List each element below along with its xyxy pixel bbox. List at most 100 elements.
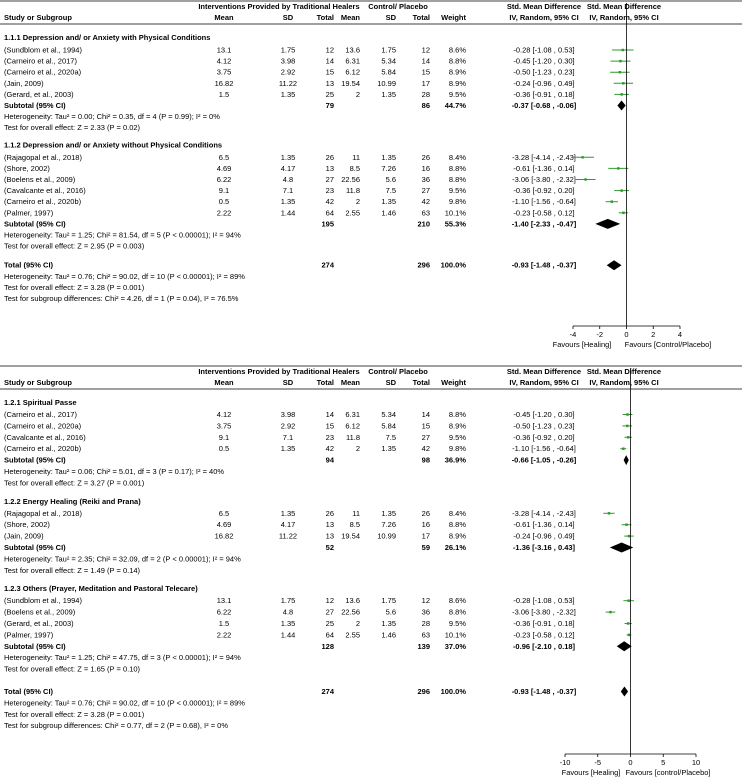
study-total-1: 12 <box>326 596 334 605</box>
study-sd-1: 7.1 <box>283 433 293 442</box>
study-mean-2: 11 <box>352 509 360 518</box>
study-effect-ci: -0.36 [-0.92 , 0.20] <box>513 186 574 195</box>
subtotal-n-1: 52 <box>326 543 334 552</box>
study-weight: 8.4% <box>449 509 466 518</box>
study-sd-2: 1.35 <box>381 197 396 206</box>
study-mean-2: 11 <box>352 153 360 162</box>
study-effect-ci: -0.23 [-0.58 , 0.12] <box>513 630 574 639</box>
study-sd-1: 1.35 <box>281 153 296 162</box>
study-sd-2: 10.99 <box>377 532 396 541</box>
study-sd-2: 5.84 <box>381 421 396 430</box>
study-mean-2: 8.5 <box>350 520 360 529</box>
subtotal-diamond <box>617 100 626 111</box>
study-weight: 8.9% <box>449 79 466 88</box>
study-name: (Cavalcante et al., 2016) <box>4 433 86 442</box>
study-mean-1: 6.22 <box>217 608 232 617</box>
subgroup-heterogeneity: Heterogeneity: Tau² = 0.00; Chi² = 0.35,… <box>4 112 220 121</box>
study-total-2: 26 <box>422 509 430 518</box>
plot-col-header: Std. Mean Difference <box>587 2 661 11</box>
study-mean-2: 22.56 <box>341 175 360 184</box>
study-weight: 8.8% <box>449 520 466 529</box>
total-weight: 100.0% <box>441 687 467 696</box>
footer-stat: Test for overall effect: Z = 3.28 (P = 0… <box>4 283 145 292</box>
study-sd-2: 7.5 <box>386 433 396 442</box>
subtotal-diamond <box>623 455 629 466</box>
x-tick-label: -2 <box>596 330 603 339</box>
study-weight: 10.1% <box>445 630 467 639</box>
study-point-estimate <box>620 93 623 96</box>
favours-right-label: Favours [control/Placebo] <box>625 768 710 777</box>
subtotal-label: Subtotal (95% CI) <box>4 642 66 651</box>
subtotal-weight: 44.7% <box>445 101 467 110</box>
study-total-1: 15 <box>326 68 334 77</box>
study-total-2: 28 <box>422 619 430 628</box>
study-mean-2: 6.31 <box>345 410 360 419</box>
study-effect-ci: -1.10 [-1.56 , -0.64] <box>512 197 576 206</box>
favours-left-label: Favours [Healing] <box>553 340 612 349</box>
weight-col-header: Weight <box>441 378 466 387</box>
study-total-2: 14 <box>422 57 430 66</box>
subtotal-label: Subtotal (95% CI) <box>4 219 66 228</box>
weight-col-header: Weight <box>441 13 466 22</box>
subtotal-effect-ci: -1.40 [-2.33 , -0.47] <box>512 219 577 228</box>
study-point-estimate <box>626 413 629 416</box>
x-tick-label: 10 <box>692 758 700 767</box>
study-total-1: 13 <box>326 520 334 529</box>
study-name: (Rajagopal et al., 2018) <box>4 153 82 162</box>
study-total-1: 15 <box>326 421 334 430</box>
study-total-1: 27 <box>326 608 334 617</box>
x-tick-label: 0 <box>624 330 628 339</box>
study-sd-1: 3.98 <box>281 57 296 66</box>
study-effect-ci: -0.50 [-1.23 , 0.23] <box>513 68 574 77</box>
study-total-2: 27 <box>422 186 430 195</box>
study-weight: 8.6% <box>449 596 466 605</box>
study-sd-2: 5.6 <box>386 608 396 617</box>
study-weight: 9.8% <box>449 197 466 206</box>
mean1-col-header: Mean <box>214 378 234 387</box>
study-name: (Cavalcante et al., 2016) <box>4 186 86 195</box>
study-sd-2: 7.26 <box>381 520 396 529</box>
study-total-2: 12 <box>422 596 430 605</box>
subtotal-weight: 36.9% <box>445 456 467 465</box>
subtotal-effect-ci: -0.66 [-1.05 , -0.26] <box>512 456 577 465</box>
study-sd-2: 1.46 <box>381 208 396 217</box>
effect-col-header: Std. Mean Difference <box>507 2 581 11</box>
study-total-2: 14 <box>422 410 430 419</box>
sd2-col-header: SD <box>386 378 397 387</box>
study-name: (Boelens et al., 2009) <box>4 608 76 617</box>
study-sd-1: 7.1 <box>283 186 293 195</box>
subtotal-weight: 37.0% <box>445 642 467 651</box>
total-weight: 100.0% <box>441 261 467 270</box>
study-sd-1: 1.35 <box>281 197 296 206</box>
study-name: (Gerard, et al., 2003) <box>4 619 74 628</box>
study-mean-2: 2 <box>356 90 360 99</box>
study-effect-ci: -0.61 [-1.36 , 0.14] <box>513 520 574 529</box>
study-total-1: 64 <box>326 630 334 639</box>
footer-stat: Test for subgroup differences: Chi² = 4.… <box>4 294 239 303</box>
mean2-col-header: Mean <box>341 378 361 387</box>
study-name: (Sundblom et al., 1994) <box>4 46 82 55</box>
study-mean-1: 2.22 <box>217 630 232 639</box>
subtotal-label: Subtotal (95% CI) <box>4 543 66 552</box>
subgroup-title: 1.2.2 Energy Healing (Reiki and Prana) <box>4 497 141 506</box>
study-total-2: 17 <box>422 79 430 88</box>
subtotal-n-2: 98 <box>422 456 430 465</box>
footer-stat: Test for subgroup differences: Chi² = 0.… <box>4 721 228 730</box>
study-weight: 9.8% <box>449 444 466 453</box>
study-total-2: 63 <box>422 630 430 639</box>
study-total-2: 16 <box>422 520 430 529</box>
study-mean-2: 22.56 <box>341 608 360 617</box>
study-total-1: 23 <box>326 186 334 195</box>
study-mean-2: 11.8 <box>346 433 360 442</box>
subgroup-heterogeneity: Heterogeneity: Tau² = 1.25; Chi² = 47.75… <box>4 653 241 662</box>
study-effect-ci: -0.45 [-1.20 , 0.30] <box>513 57 574 66</box>
study-total-1: 14 <box>326 410 334 419</box>
plot-col-subheader: IV, Random, 95% CI <box>589 13 658 22</box>
study-weight: 8.9% <box>449 421 466 430</box>
study-sd-2: 1.35 <box>381 90 396 99</box>
group1-header: Interventions Provided by Traditional He… <box>198 2 359 11</box>
study-point-estimate <box>610 200 614 203</box>
total-n-1: 274 <box>321 261 334 270</box>
study-mean-2: 11.8 <box>346 186 360 195</box>
study-total-2: 15 <box>422 68 430 77</box>
